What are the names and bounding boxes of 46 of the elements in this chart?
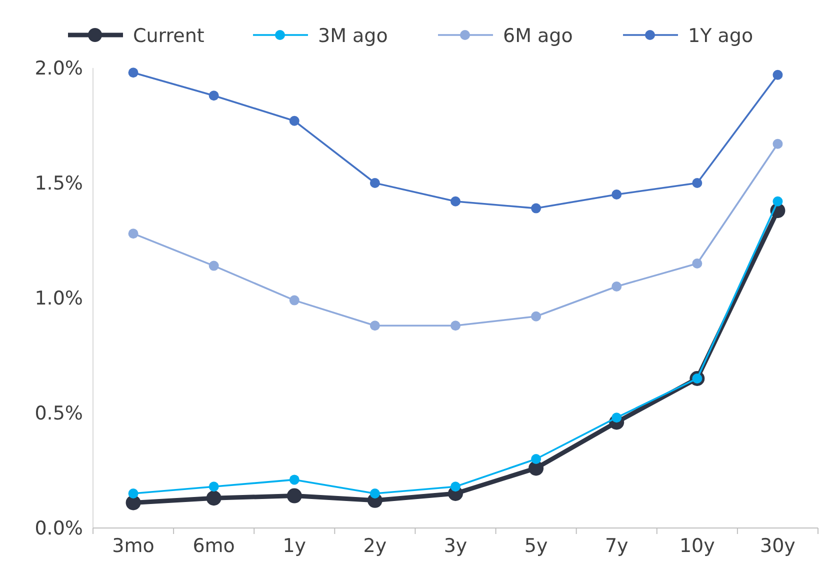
x-tick-label: 7y	[604, 535, 628, 557]
x-tick-label: 3y	[444, 535, 468, 557]
point	[208, 90, 219, 101]
point	[531, 454, 542, 464]
y-tick-label: 0.5%	[34, 402, 83, 425]
point	[772, 70, 783, 80]
y-tick-label: 1.5%	[34, 172, 83, 195]
point	[772, 138, 783, 149]
point	[450, 320, 460, 331]
x-tick-label: 1y	[282, 535, 306, 557]
point	[531, 311, 542, 322]
point	[692, 178, 702, 188]
x-tick-label: 10y	[679, 535, 715, 557]
point	[289, 116, 300, 126]
point	[126, 495, 141, 510]
point	[370, 178, 380, 188]
point	[128, 68, 138, 78]
point	[206, 490, 222, 506]
point	[208, 260, 219, 271]
y-tick-label: 1.0%	[34, 288, 83, 310]
x-tick-label: 5y	[524, 535, 548, 557]
x-tick-label: 2y	[363, 535, 387, 557]
legend-label: Current	[133, 25, 204, 47]
point	[612, 190, 622, 200]
legend-label: 6M ago	[503, 25, 573, 47]
point	[450, 482, 460, 492]
x-tick-label: 6mo	[192, 535, 235, 557]
point	[772, 196, 783, 206]
x-tick-label: 3mo	[112, 535, 154, 557]
legend-label: 1Y ago	[688, 25, 754, 47]
point	[208, 482, 219, 492]
point	[289, 474, 300, 485]
point	[128, 228, 138, 239]
point	[692, 258, 702, 268]
y-tick-label: 0.0%	[34, 518, 83, 540]
legend-label: 3M ago	[318, 25, 388, 47]
point	[289, 295, 300, 306]
y-tick-label: 2.0%	[34, 58, 83, 80]
point	[370, 320, 380, 331]
point	[370, 488, 380, 498]
point	[128, 488, 138, 498]
point	[612, 282, 622, 292]
point	[531, 203, 542, 214]
point	[450, 196, 460, 206]
point	[286, 488, 302, 504]
x-tick-label: 30y	[760, 535, 796, 557]
